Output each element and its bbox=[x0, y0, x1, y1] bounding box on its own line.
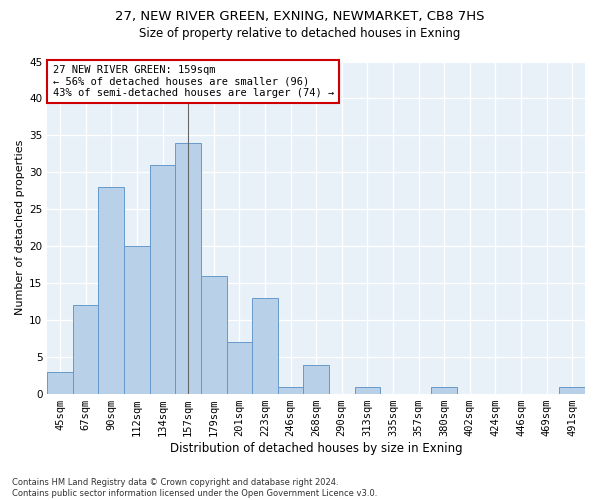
Y-axis label: Number of detached properties: Number of detached properties bbox=[15, 140, 25, 316]
Bar bbox=[73, 306, 98, 394]
Bar bbox=[98, 187, 124, 394]
X-axis label: Distribution of detached houses by size in Exning: Distribution of detached houses by size … bbox=[170, 442, 463, 455]
Bar bbox=[175, 143, 201, 394]
Bar bbox=[278, 386, 304, 394]
Text: 27, NEW RIVER GREEN, EXNING, NEWMARKET, CB8 7HS: 27, NEW RIVER GREEN, EXNING, NEWMARKET, … bbox=[115, 10, 485, 23]
Bar bbox=[355, 386, 380, 394]
Bar bbox=[227, 342, 252, 394]
Bar bbox=[252, 298, 278, 394]
Bar bbox=[124, 246, 150, 394]
Bar bbox=[201, 276, 227, 394]
Bar bbox=[304, 364, 329, 394]
Bar bbox=[431, 386, 457, 394]
Bar bbox=[150, 165, 175, 394]
Bar bbox=[47, 372, 73, 394]
Text: 27 NEW RIVER GREEN: 159sqm
← 56% of detached houses are smaller (96)
43% of semi: 27 NEW RIVER GREEN: 159sqm ← 56% of deta… bbox=[53, 65, 334, 98]
Bar bbox=[559, 386, 585, 394]
Text: Contains HM Land Registry data © Crown copyright and database right 2024.
Contai: Contains HM Land Registry data © Crown c… bbox=[12, 478, 377, 498]
Text: Size of property relative to detached houses in Exning: Size of property relative to detached ho… bbox=[139, 28, 461, 40]
